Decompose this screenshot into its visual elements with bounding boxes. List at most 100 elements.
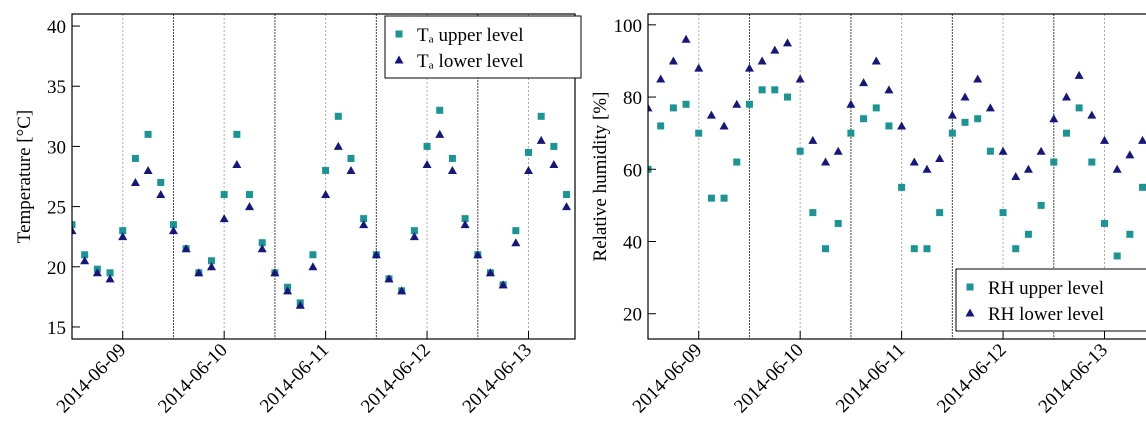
plot-frame [647,13,1146,340]
marker [681,34,691,43]
legend-marker [395,30,403,38]
marker [745,100,753,108]
marker [118,232,128,241]
marker [668,56,678,65]
marker [410,227,418,235]
marker [105,274,115,283]
marker [295,300,305,309]
marker [309,251,317,259]
marker [1087,110,1097,119]
marker [308,262,318,271]
marker [563,191,571,199]
marker [72,226,77,235]
marker [384,274,394,283]
marker [720,194,728,202]
marker [657,122,665,130]
x-tick-label: 2014-06-13 [459,340,537,418]
marker [371,250,381,259]
marker [447,165,457,174]
legend-label: RH lower level [988,304,1104,325]
marker [1050,158,1058,166]
legend-marker [966,283,974,291]
marker [935,153,945,162]
marker [550,142,558,150]
legend-label: RH upper level [988,278,1104,299]
marker [809,209,817,217]
marker [397,286,407,295]
x-tick-label: 2014-06-11 [832,340,909,417]
marker [220,191,228,199]
marker [846,99,856,108]
marker [706,110,716,119]
marker [783,93,791,101]
marker [947,110,957,119]
marker [460,220,470,229]
y-tick-label: 25 [47,198,66,219]
marker [321,190,331,199]
marker [334,112,342,120]
marker [922,164,932,173]
marker [347,154,355,162]
legend-marker [394,55,404,64]
marker [998,146,1008,155]
y-tick-label: 20 [623,305,642,326]
marker [834,219,842,227]
legend: RH upper level RH lower level [955,268,1146,332]
marker [423,142,431,150]
x-tick-label: 2014-06-13 [1035,340,1113,418]
marker [884,85,894,94]
y-tick-label: 80 [623,88,642,109]
marker [732,99,742,108]
marker [860,115,868,123]
marker [1023,164,1033,173]
marker [923,245,931,253]
legend-box [384,15,582,79]
marker [897,121,907,130]
x-tick-label: 2014-06-10 [154,340,232,418]
y-tick-label: 40 [623,233,642,254]
marker [948,129,956,137]
x-tick-label: 2014-06-09 [53,340,131,418]
marker [1037,201,1045,209]
legend-box [955,268,1146,332]
marker [81,251,89,259]
x-tick-label: 2014-06-11 [256,340,333,417]
marker [961,118,969,126]
marker [562,202,572,211]
marker [782,38,792,47]
marker [119,227,127,235]
marker [796,147,804,155]
marker [207,257,215,265]
marker [694,63,704,72]
marker [1012,245,1020,253]
marker [986,147,994,155]
marker [898,183,906,191]
marker [219,214,229,223]
marker [258,239,266,247]
marker [833,146,843,155]
marker [1088,158,1096,166]
marker [1100,135,1110,144]
marker [1075,104,1083,112]
marker [682,100,690,108]
marker [537,112,545,120]
marker [1049,114,1059,123]
marker [549,159,559,168]
marker [770,45,780,54]
marker [246,191,254,199]
marker [719,121,729,130]
marker [648,103,653,112]
marker [435,129,445,138]
marker [511,238,521,247]
marker [909,157,919,166]
marker [871,56,881,65]
marker [80,256,90,265]
y-tick-label: 40 [47,17,66,38]
plot-frame [71,13,576,340]
marker [744,63,754,72]
marker [270,268,280,277]
marker [232,159,242,168]
marker [536,135,546,144]
x-tick-label: 2014-06-10 [730,340,808,418]
